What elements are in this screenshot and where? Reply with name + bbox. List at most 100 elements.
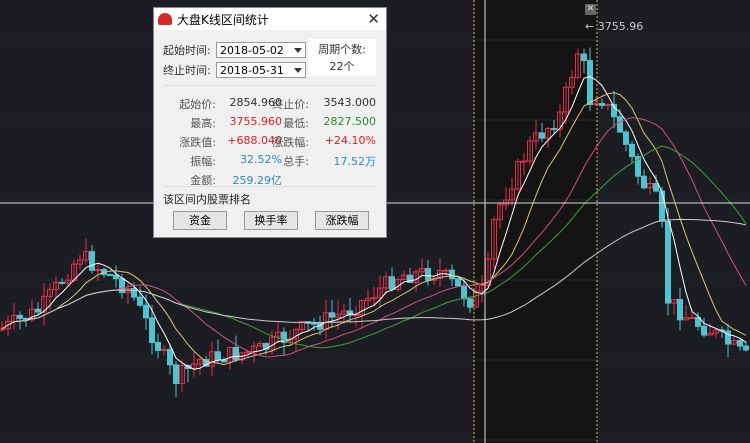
close-marker-icon[interactable]: ✕ <box>585 4 596 15</box>
period-count: 周期个数: 22个 <box>308 39 376 76</box>
candle-body <box>209 351 215 367</box>
rank-by-change-button[interactable]: 涨跌幅 <box>315 211 369 230</box>
candle-body <box>329 312 335 318</box>
candle-body <box>539 132 545 139</box>
candle-body <box>737 340 743 347</box>
candle-body <box>557 111 563 130</box>
candle-body <box>65 279 71 284</box>
candle-body <box>275 331 281 338</box>
candle-body <box>503 199 509 206</box>
candle-body <box>179 365 185 384</box>
candle-body <box>707 332 713 336</box>
candle-body <box>611 103 617 118</box>
stat-value: +24.10% <box>324 134 376 147</box>
candle-body <box>701 325 707 336</box>
candle-body <box>617 116 623 133</box>
candle-body <box>659 190 665 222</box>
candle-body <box>677 298 683 321</box>
candle-body <box>467 298 473 308</box>
candle-body <box>89 251 95 271</box>
stat-label: 终止价: <box>272 98 309 111</box>
candle-body <box>383 276 389 289</box>
rank-by-turnover-button[interactable]: 换手率 <box>244 211 298 230</box>
candle-body <box>35 308 41 313</box>
candle-body <box>131 288 137 298</box>
close-icon[interactable]: ✕ <box>367 10 380 28</box>
stat-value: 2854.960 <box>229 96 283 109</box>
candle-body <box>473 290 479 308</box>
stat-label: 涨跌幅: <box>272 136 309 149</box>
rank-by-fund-button[interactable]: 资金 <box>173 211 227 230</box>
candle-body <box>491 219 497 260</box>
candle-body <box>413 271 419 284</box>
candle-body <box>569 76 575 88</box>
candle-body <box>41 295 47 313</box>
stat-value: 32.52% <box>240 153 282 166</box>
ma5-line <box>1 76 747 370</box>
candle-body <box>215 351 221 361</box>
candle-body <box>59 281 65 284</box>
dialog-titlebar: 大盘K线区间统计 ✕ <box>154 8 386 30</box>
candle-body <box>143 304 149 319</box>
candle-body <box>449 269 455 280</box>
end-label: 终止时间: <box>163 64 211 77</box>
candle-body <box>95 268 101 271</box>
app-logo-icon <box>158 13 172 25</box>
candle-body <box>575 53 581 78</box>
stat-value: 17.52万 <box>333 155 377 168</box>
chevron-down-icon <box>294 67 302 73</box>
stat-label: 总手: <box>283 155 309 168</box>
ma10-line <box>1 92 747 366</box>
candle-body <box>203 358 209 367</box>
candle-body <box>509 188 515 201</box>
candle-body <box>113 274 119 280</box>
candle-body <box>443 269 449 272</box>
candle-body <box>407 274 413 284</box>
candle-body <box>533 132 539 142</box>
candle-body <box>191 363 197 370</box>
ma60-line <box>1 218 747 330</box>
range-stats-dialog: 大盘K线区间统计 ✕ 起始时间: 2018-05-02 终止时间: 2018-0… <box>153 7 387 238</box>
candle-body <box>635 156 641 177</box>
candle-body <box>377 287 383 299</box>
dialog-title: 大盘K线区间统计 <box>177 12 269 27</box>
candle-body <box>155 341 161 351</box>
candle-body <box>197 358 203 365</box>
candle-body <box>29 308 35 321</box>
ranking-title: 该区间内股票排名 <box>163 193 251 206</box>
candle-body <box>107 274 113 277</box>
candle-body <box>17 314 23 319</box>
candle-body <box>167 348 173 366</box>
stat-label: 金额: <box>190 174 216 187</box>
candle-body <box>455 278 461 287</box>
candle-body <box>653 183 659 192</box>
candle-body <box>563 86 569 113</box>
candle-body <box>335 313 341 318</box>
candle-body <box>299 321 305 330</box>
candle-body <box>587 60 593 106</box>
stat-value: +688.040 <box>227 134 282 147</box>
candle-body <box>623 131 629 145</box>
candle-body <box>161 348 167 351</box>
candle-body <box>545 128 551 139</box>
candle-body <box>641 175 647 189</box>
stat-value: 3543.000 <box>323 96 377 109</box>
candle-body <box>665 220 671 304</box>
selected-range-bg <box>474 0 597 443</box>
candle-body <box>647 183 653 189</box>
candle-body <box>689 317 695 320</box>
candle-body <box>149 317 155 343</box>
end-date-select[interactable]: 2018-05-31 <box>216 62 306 78</box>
candle-body <box>713 329 719 334</box>
stat-label: 最高: <box>190 117 216 130</box>
start-label: 起始时间: <box>163 44 211 57</box>
candle-body <box>671 298 677 304</box>
candle-body <box>419 268 425 273</box>
start-date-select[interactable]: 2018-05-02 <box>216 42 306 58</box>
candle-body <box>0 328 5 331</box>
candle-body <box>461 285 467 300</box>
candle-body <box>263 342 269 350</box>
candle-body <box>497 204 503 221</box>
candle-body <box>731 340 737 345</box>
